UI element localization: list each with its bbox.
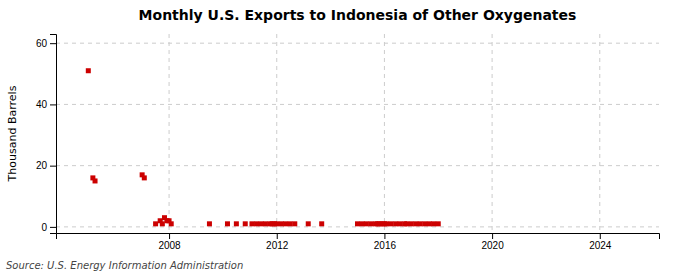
- point: [427, 221, 432, 226]
- point: [263, 221, 268, 226]
- y-tick: 20: [36, 160, 56, 171]
- x-tick: 2024: [589, 233, 612, 251]
- point: [259, 221, 264, 226]
- annotation: Source: U.S. Energy Information Administ…: [6, 260, 243, 271]
- x-tick-label: 2020: [481, 240, 504, 251]
- x-tick: 2008: [158, 233, 181, 251]
- point: [413, 221, 418, 226]
- y-tick-label: 60: [36, 38, 48, 49]
- y-axis: 0 20 40 60: [36, 35, 57, 234]
- point: [234, 221, 239, 226]
- point: [355, 221, 360, 226]
- point: [398, 221, 403, 226]
- y-tick-mark: [50, 166, 56, 167]
- y-axis-title: Thousand Barrels: [6, 85, 19, 182]
- y-tick: 40: [36, 99, 56, 110]
- point: [389, 221, 394, 226]
- x-tick-mark: [169, 233, 170, 239]
- y-grid-line: [56, 104, 659, 105]
- point: [153, 221, 158, 226]
- point: [368, 221, 373, 226]
- point: [283, 221, 288, 226]
- y-grid-line: [56, 226, 659, 227]
- point: [364, 221, 369, 226]
- point: [279, 221, 284, 226]
- x-grid-line: [276, 34, 277, 233]
- x-tick-mark: [492, 233, 493, 239]
- x-tick-label: 2008: [158, 240, 181, 251]
- y-tick-mark: [50, 43, 56, 44]
- x-tick-mark: [384, 233, 385, 239]
- x-tick-label: 2012: [266, 240, 289, 251]
- grid: [56, 34, 659, 233]
- x-grid-line: [384, 34, 385, 233]
- x-tick: 2020: [481, 233, 504, 251]
- x-axis-line: [57, 234, 660, 240]
- y-axis-line: [50, 35, 57, 234]
- point: [86, 68, 91, 73]
- y-grid-line: [56, 43, 659, 44]
- point: [249, 221, 254, 226]
- point: [418, 221, 423, 226]
- point: [274, 221, 279, 226]
- y-tick: 0: [41, 222, 56, 233]
- point: [431, 221, 436, 226]
- point: [409, 221, 414, 226]
- x-grid-line: [169, 34, 170, 233]
- y-tick-label: 20: [36, 160, 48, 171]
- point: [142, 175, 147, 180]
- point: [404, 221, 409, 226]
- point: [243, 221, 248, 226]
- y-tick-label: 0: [41, 222, 47, 233]
- point: [393, 221, 398, 226]
- x-tick: 2016: [374, 233, 397, 251]
- x-tick-label: 2016: [374, 240, 397, 251]
- point: [254, 221, 259, 226]
- point: [384, 221, 389, 226]
- x-grid-line: [492, 34, 493, 233]
- x-tick-label: 2024: [589, 240, 612, 251]
- title: Monthly U.S. Exports to Indonesia of Oth…: [139, 7, 577, 23]
- x-tick-mark: [600, 233, 601, 239]
- y-tick: 60: [36, 38, 56, 49]
- point: [436, 221, 441, 226]
- x-grid-line: [599, 34, 600, 233]
- point: [169, 221, 174, 226]
- chart: 2008 2012 2016 2020 2024 0 20 40 60 Monthly U.S. …: [0, 0, 675, 275]
- point: [319, 221, 324, 226]
- point: [306, 221, 311, 226]
- point: [292, 221, 297, 226]
- point: [225, 221, 230, 226]
- x-tick-mark: [277, 233, 278, 239]
- points: [86, 68, 441, 226]
- y-tick-mark: [50, 227, 56, 228]
- y-tick-label: 40: [36, 99, 48, 110]
- y-tick-mark: [50, 104, 56, 105]
- point: [288, 221, 293, 226]
- point: [93, 178, 98, 183]
- point: [360, 221, 365, 226]
- plot-area: 2008 2012 2016 2020 2024 0 20 40 60: [36, 34, 660, 251]
- point: [207, 221, 212, 226]
- y-grid-line: [56, 165, 659, 166]
- point: [160, 221, 165, 226]
- x-axis: 2008 2012 2016 2020 2024: [57, 233, 660, 251]
- x-tick: 2012: [266, 233, 289, 251]
- point: [422, 221, 427, 226]
